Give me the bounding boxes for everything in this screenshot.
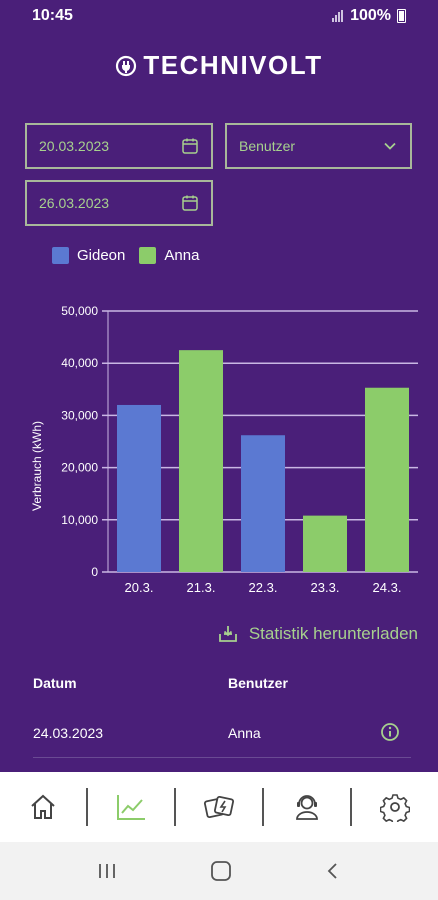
nav-statistics[interactable] [100, 782, 162, 832]
table-row[interactable]: 24.03.2023 Anna [33, 722, 413, 748]
x-tick-label: 20.3. [125, 580, 154, 595]
gear-icon [380, 794, 410, 822]
y-axis-label: Verbrauch (kWh) [30, 421, 44, 511]
bar-21-3[interactable] [179, 350, 223, 572]
system-navigation-bar [0, 842, 438, 900]
nav-separator [86, 788, 88, 826]
signal-icon [332, 10, 344, 22]
recent-apps-icon[interactable] [95, 861, 119, 881]
nav-cards[interactable] [188, 782, 250, 832]
bar-24-3[interactable] [365, 387, 409, 572]
nav-settings[interactable] [364, 782, 426, 832]
nav-separator [350, 788, 352, 826]
battery-percent: 100% [350, 7, 391, 24]
calendar-icon [181, 137, 199, 155]
info-icon[interactable] [380, 722, 400, 745]
battery-icon [397, 9, 406, 23]
row-user: Anna [228, 725, 261, 741]
x-tick-label: 23.3. [311, 580, 340, 595]
download-statistics-button[interactable]: Statistik herunterladen [217, 624, 418, 644]
y-tick-label: 0 [91, 565, 98, 579]
chart-legend: Gideon Anna [52, 247, 199, 264]
date-from-field[interactable]: 20.03.2023 [25, 123, 213, 169]
legend-swatch [139, 247, 157, 264]
user-select-value: Benutzer [239, 138, 296, 154]
download-tray-icon [218, 626, 237, 642]
home-button-icon[interactable] [209, 859, 233, 883]
y-tick-label: 40,000 [61, 356, 98, 370]
home-icon [31, 794, 55, 819]
y-tick-label: 20,000 [61, 461, 98, 475]
legend-label: Anna [164, 247, 200, 264]
y-tick-label: 30,000 [61, 408, 98, 422]
brand-name: TECHNIVOLT [143, 50, 323, 80]
nav-separator [174, 788, 176, 826]
date-to-field[interactable]: 26.03.2023 [25, 180, 213, 226]
column-header-user: Benutzer [228, 675, 288, 691]
charging-cards-icon [203, 795, 235, 819]
bar-23-3[interactable] [303, 515, 347, 572]
row-divider [33, 757, 411, 758]
date-to-value: 26.03.2023 [39, 195, 110, 211]
bar-20-3[interactable] [117, 404, 161, 572]
x-tick-label: 24.3. [373, 580, 402, 595]
status-time: 10:45 [32, 7, 73, 24]
status-bar: 10:45 100% [0, 0, 438, 32]
y-tick-label: 50,000 [61, 304, 98, 318]
x-tick-label: 21.3. [187, 580, 216, 595]
legend-item-anna[interactable]: Anna [139, 247, 199, 264]
plug-icon [116, 55, 137, 76]
legend-item-gideon[interactable]: Gideon [52, 247, 125, 264]
x-tick-label: 22.3. [249, 580, 278, 595]
y-tick-label: 10,000 [61, 513, 98, 527]
back-icon[interactable] [323, 861, 343, 881]
table-header: Datum Benutzer [33, 675, 413, 695]
row-date: 24.03.2023 [33, 725, 104, 741]
chevron-down-icon [382, 138, 398, 154]
bar-22-3[interactable] [241, 435, 285, 572]
legend-label: Gideon [77, 247, 126, 264]
bottom-navigation [0, 772, 438, 842]
nav-separator [262, 788, 264, 826]
nav-support[interactable] [276, 782, 338, 832]
user-select[interactable]: Benutzer [225, 123, 412, 169]
brand-logo: TECHNIVOLT [0, 50, 438, 81]
line-chart-icon [117, 795, 145, 820]
date-from-value: 20.03.2023 [39, 138, 110, 154]
legend-swatch [52, 247, 69, 264]
nav-home[interactable] [12, 782, 74, 832]
status-icons: 100% [332, 7, 406, 25]
support-agent-icon [296, 795, 318, 820]
calendar-icon [181, 194, 199, 212]
download-label: Statistik herunterladen [248, 624, 418, 643]
consumption-chart: Verbrauch (kWh) 0 10,000 20,000 30,000 40,00… [30, 304, 418, 595]
column-header-date: Datum [33, 675, 77, 691]
